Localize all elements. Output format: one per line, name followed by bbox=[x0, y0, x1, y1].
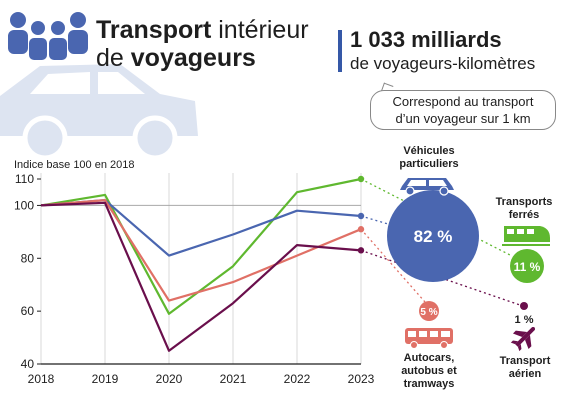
connector-red bbox=[360, 228, 426, 303]
y-tick-label: 110 bbox=[15, 172, 34, 186]
page-title: Transport intérieur de voyageurs bbox=[96, 16, 309, 72]
series-line-red bbox=[40, 199, 362, 302]
air-share-circle bbox=[520, 302, 528, 310]
air-share-value: 1 % bbox=[515, 314, 534, 326]
bus-share-value: 5 % bbox=[420, 307, 437, 318]
y-axis-label: Indice base 100 en 2018 bbox=[14, 159, 135, 171]
y-tick-label: 80 bbox=[21, 251, 35, 265]
series-line-green bbox=[40, 177, 362, 315]
stat-value: 1 033 milliards bbox=[350, 27, 502, 52]
bus-share-circle bbox=[419, 301, 439, 321]
x-tick-label: 2022 bbox=[284, 372, 311, 386]
train-icon bbox=[502, 226, 550, 246]
rail-share-circle bbox=[510, 249, 544, 283]
note-bubble: Correspond au transport d’un voyageur su… bbox=[370, 90, 556, 130]
rail-share-label: Transports ferrés bbox=[495, 196, 553, 221]
car-icon bbox=[400, 178, 454, 196]
connector-purple bbox=[360, 249, 521, 306]
stat-unit: de voyageurs-kilomètres bbox=[350, 54, 536, 73]
stat-accent-bar bbox=[338, 30, 342, 72]
x-tick-label: 2019 bbox=[92, 372, 119, 386]
cars-share-label: Véhicules particuliers bbox=[399, 145, 459, 170]
y-tick-label: 100 bbox=[14, 198, 34, 212]
x-tick-label: 2023 bbox=[348, 372, 375, 386]
connector-blue bbox=[360, 215, 389, 225]
connector-green bbox=[360, 178, 513, 257]
cars-share-value: 82 % bbox=[414, 227, 453, 246]
bus-share-label: Autocars, autobus et tramways bbox=[401, 352, 457, 390]
rail-share-value: 11 % bbox=[514, 260, 541, 274]
y-tick-label: 60 bbox=[21, 304, 35, 318]
plane-icon bbox=[510, 326, 536, 352]
people-icon bbox=[8, 12, 88, 60]
series-line-purple bbox=[40, 201, 362, 352]
car-background-icon bbox=[0, 64, 198, 161]
x-tick-label: 2021 bbox=[220, 372, 247, 386]
cars-share-circle bbox=[387, 190, 479, 282]
x-tick-label: 2018 bbox=[28, 372, 55, 386]
y-tick-label: 40 bbox=[21, 357, 35, 371]
bus-icon bbox=[405, 328, 453, 349]
x-tick-label: 2020 bbox=[156, 372, 183, 386]
air-share-label: Transport aérien bbox=[499, 355, 551, 380]
